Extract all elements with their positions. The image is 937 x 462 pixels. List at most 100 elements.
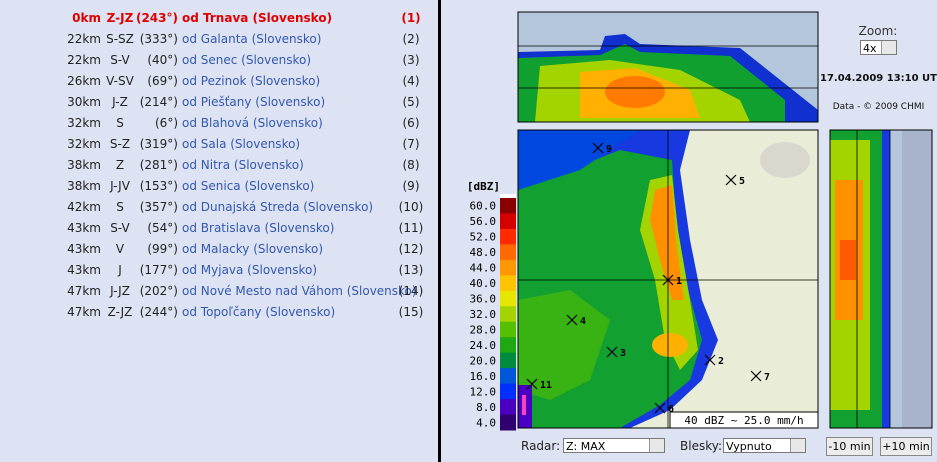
direction: Z	[115, 158, 125, 172]
angle: (357°)	[139, 200, 178, 214]
location-link[interactable]: od Myjava (Slovensko)	[182, 263, 318, 277]
legend-label: 48.0	[470, 246, 497, 259]
location-link[interactable]: od Senica (Slovensko)	[182, 179, 315, 193]
location-link[interactable]: od Senec (Slovensko)	[182, 53, 312, 67]
legend-label: 24.0	[470, 339, 497, 352]
rain-note: 40 dBZ ~ 25.0 mm/h	[684, 414, 803, 427]
location-link[interactable]: od Piešťany (Slovensko)	[182, 95, 326, 109]
location-row: 26km V-SV (69°) od Pezinok (Slovensko) (4)	[0, 74, 430, 92]
legend-cap	[500, 194, 516, 198]
zoom-select[interactable]: 4x	[860, 40, 897, 55]
map-marker: 5	[725, 174, 745, 187]
index: (15)	[398, 305, 424, 319]
marker-label: 9	[606, 144, 612, 155]
angle: (69°)	[147, 74, 178, 88]
direction: Z-JZ	[107, 305, 133, 319]
location-row: 43km J (177°) od Myjava (Slovensko) (13)	[0, 263, 430, 281]
location-link[interactable]: od Pezinok (Slovensko)	[182, 74, 321, 88]
distance: 32km	[67, 137, 101, 151]
legend-swatch	[500, 321, 516, 338]
marker-cross	[704, 354, 716, 366]
direction: S-V	[110, 221, 130, 235]
angle: (99°)	[147, 242, 178, 256]
index: (1)	[401, 11, 421, 25]
legend-swatch	[500, 198, 516, 214]
distance: 38km	[67, 179, 101, 193]
location-row: 47km J-JZ (202°) od Nové Mesto nad Váhom (S…	[0, 284, 430, 302]
legend-label: 8.0	[476, 401, 496, 414]
credit: Data - © 2009 CHMI	[832, 102, 925, 112]
echo	[902, 130, 932, 428]
angle: (243°)	[135, 11, 178, 25]
radar-select[interactable]: Z: MAX	[563, 438, 665, 453]
marker-cross	[606, 346, 618, 358]
distance: 43km	[67, 263, 101, 277]
legend-swatch	[500, 414, 516, 431]
map-marker: 7	[750, 370, 770, 383]
marker-label: 5	[739, 176, 745, 187]
index: (7)	[402, 137, 420, 151]
index: (3)	[402, 53, 420, 67]
distance: 42km	[67, 200, 101, 214]
back-button[interactable]: -10 min	[826, 437, 873, 456]
frame	[517, 129, 819, 429]
distance: 38km	[67, 158, 101, 172]
location-link[interactable]: od Blahová (Slovensko)	[182, 116, 323, 130]
distance: 43km	[67, 242, 101, 256]
direction: J-Z	[112, 95, 128, 109]
index: (12)	[398, 242, 424, 256]
legend-swatch	[500, 275, 516, 292]
direction: S	[116, 200, 124, 214]
index: (11)	[398, 221, 424, 235]
legend-label: 36.0	[470, 293, 497, 306]
map-marker: 1	[662, 274, 682, 287]
legend-label: 12.0	[470, 385, 497, 398]
marker-label: 2	[718, 356, 724, 367]
index: (6)	[402, 116, 420, 130]
legend-label: 40.0	[470, 277, 497, 290]
location-link[interactable]: od Dunajská Streda (Slovensko)	[182, 200, 374, 214]
index: (13)	[398, 263, 424, 277]
location-link[interactable]: od Bratislava (Slovensko)	[182, 221, 335, 235]
location-row: 0km Z-JZ (243°) od Trnava (Slovensko) (1)	[0, 11, 430, 29]
marker-cross	[526, 378, 538, 390]
location-link[interactable]: od Malacky (Slovensko)	[182, 242, 324, 256]
marker-label: 1	[676, 276, 682, 287]
markers: 9 5 1 4 3 2 7 11 6	[526, 142, 770, 415]
legend-swatch	[500, 337, 516, 354]
direction: V-SV	[106, 74, 134, 88]
map-marker: 11	[526, 378, 552, 391]
lightning-label: Blesky:	[680, 439, 722, 453]
marker-label: 6	[668, 404, 674, 415]
timestamp: 17.04.2009 13:10 UT	[820, 73, 937, 84]
direction: S-Z	[109, 137, 131, 151]
angle: (319°)	[139, 137, 178, 151]
angle: (6°)	[155, 116, 178, 130]
marker-cross	[750, 370, 762, 382]
location-link[interactable]: od Trnava (Slovensko)	[182, 11, 333, 25]
radar-label: Radar:	[521, 439, 561, 453]
zoom-label: Zoom:	[858, 24, 898, 38]
forward-button[interactable]: +10 min	[880, 437, 932, 456]
legend-swatch	[500, 399, 516, 416]
legend-swatch	[500, 259, 516, 276]
location-link[interactable]: od Nitra (Slovensko)	[182, 158, 304, 172]
location-link[interactable]: od Sala (Slovensko)	[182, 137, 301, 151]
direction: S	[116, 116, 124, 130]
marker-cross	[725, 174, 737, 186]
index: (8)	[402, 158, 420, 172]
map-marker: 2	[704, 354, 724, 367]
direction: J	[118, 263, 122, 277]
angle: (281°)	[139, 158, 178, 172]
distance: 47km	[67, 305, 101, 319]
lightning-select[interactable]: Vypnuto	[723, 438, 806, 453]
marker-cross	[566, 314, 578, 326]
index: (4)	[402, 74, 420, 88]
map-marker: 9	[592, 142, 612, 155]
location-link[interactable]: od Galanta (Slovensko)	[182, 32, 322, 46]
location-link[interactable]: od Topoľčany (Slovensko)	[182, 305, 336, 319]
index: (14)	[398, 284, 424, 298]
angle: (54°)	[147, 221, 178, 235]
legend-swatch	[500, 368, 516, 385]
location-link[interactable]: od Nové Mesto nad Váhom (Slovensko)	[182, 284, 417, 298]
